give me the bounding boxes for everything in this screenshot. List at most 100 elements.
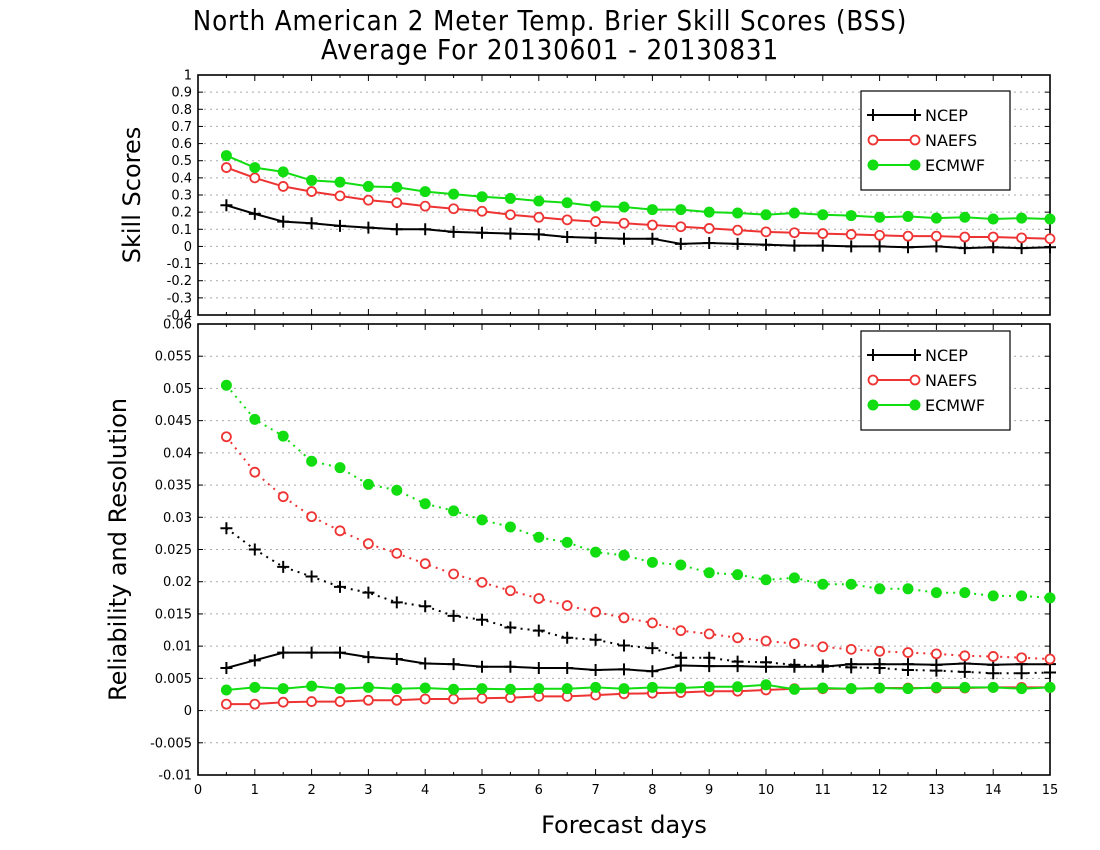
- data-point-ncep-bss: [504, 227, 517, 240]
- legend-marker: [867, 399, 879, 411]
- data-point-ecmwf-bss: [476, 191, 488, 203]
- x-tick-label: 15: [1042, 783, 1059, 798]
- legend-marker: [909, 399, 921, 411]
- data-point-naefs-bss: [419, 200, 431, 212]
- data-point-ncep-reliability: [873, 658, 886, 671]
- data-point-ecmwf-bss: [419, 186, 431, 198]
- data-point-ncep-bss: [561, 231, 574, 243]
- data-point-ecmwf-resolution: [419, 498, 431, 510]
- data-point-naefs-bss: [931, 230, 942, 242]
- data-point-naefs-resolution: [590, 606, 601, 618]
- data-point-ncep-bss: [703, 237, 716, 249]
- data-point-naefs-reliability: [448, 693, 460, 705]
- data-point-ecmwf-resolution: [732, 569, 744, 581]
- data-point-ecmwf-reliability: [504, 683, 516, 695]
- x-tick-label: 13: [928, 783, 945, 798]
- data-point-naefs-bss: [476, 205, 488, 217]
- legend-marker: [867, 134, 879, 146]
- legend-label: NCEP: [925, 106, 968, 125]
- y-axis-title: Reliability and Resolution: [104, 398, 132, 701]
- data-point-naefs-resolution: [703, 628, 715, 640]
- data-point-ecmwf-reliability: [362, 681, 374, 693]
- data-point-ncep-reliability: [618, 663, 630, 676]
- data-point-ncep-resolution: [334, 580, 346, 593]
- data-point-naefs-resolution: [987, 651, 999, 662]
- y-tick-label: 0.6: [171, 137, 192, 152]
- data-point-naefs-resolution: [1044, 653, 1056, 665]
- data-point-ecmwf-reliability: [646, 681, 658, 693]
- data-point-ncep-bss: [334, 219, 346, 232]
- data-point-ncep-resolution: [476, 613, 488, 626]
- data-point-ecmwf-resolution: [845, 578, 857, 590]
- data-point-naefs-resolution: [760, 635, 772, 647]
- x-tick-label: 11: [815, 783, 832, 798]
- data-point-ncep-reliability: [703, 660, 716, 673]
- y-tick-label: 0.045: [155, 414, 192, 429]
- data-point-ecmwf-reliability: [902, 683, 914, 695]
- data-point-ncep-bss: [447, 225, 460, 238]
- data-point-ecmwf-resolution: [220, 379, 232, 391]
- data-point-naefs-bss: [675, 221, 687, 233]
- data-point-ecmwf-reliability: [874, 682, 886, 694]
- data-point-ncep-resolution: [220, 522, 233, 535]
- plot-panel-2: -0.01 -0.005 0 0.005 0.01 0.015 0.02 0.025 0.03 0…: [104, 318, 1058, 840]
- data-point-ncep-reliability: [760, 660, 772, 673]
- data-point-ncep-resolution: [419, 600, 432, 613]
- data-point-ecmwf-bss: [448, 188, 460, 200]
- data-point-naefs-bss: [647, 219, 658, 231]
- data-point-ecmwf-bss: [675, 204, 687, 216]
- data-point-ncep-resolution: [561, 631, 574, 644]
- x-tick-label: 2: [307, 783, 315, 798]
- data-point-naefs-resolution: [732, 632, 743, 644]
- data-point-ecmwf-resolution: [448, 505, 460, 517]
- data-point-naefs-bss: [306, 186, 318, 197]
- x-tick-label: 6: [535, 783, 543, 798]
- data-point-ncep-reliability: [816, 660, 829, 673]
- legend-label: ECMWF: [925, 156, 985, 175]
- data-point-ecmwf-bss: [334, 176, 346, 188]
- x-tick-label: 3: [364, 783, 372, 798]
- data-point-ecmwf-bss: [618, 201, 630, 213]
- data-point-ecmwf-reliability: [306, 680, 318, 692]
- data-point-ecmwf-reliability: [732, 681, 744, 693]
- data-point-naefs-reliability: [419, 693, 431, 705]
- data-point-ncep-resolution: [646, 642, 659, 655]
- data-point-naefs-bss: [1016, 232, 1027, 244]
- data-point-ncep-reliability: [589, 663, 602, 676]
- data-point-ecmwf-resolution: [1044, 592, 1056, 604]
- data-point-naefs-resolution: [533, 593, 545, 604]
- data-point-ecmwf-bss: [817, 209, 829, 221]
- data-point-ncep-resolution: [618, 639, 630, 652]
- data-point-ecmwf-bss: [590, 200, 602, 212]
- data-point-naefs-resolution: [362, 538, 374, 550]
- data-point-naefs-resolution: [845, 643, 857, 655]
- data-point-naefs-resolution: [618, 612, 630, 624]
- data-point-ecmwf-reliability: [703, 681, 715, 693]
- y-tick-label: -0.01: [158, 769, 192, 784]
- legend-marker: [909, 109, 921, 121]
- data-point-naefs-bss: [362, 194, 374, 206]
- y-tick-label: 0.05: [163, 382, 192, 397]
- data-point-naefs-bss: [703, 223, 715, 234]
- data-point-ecmwf-bss: [987, 213, 999, 225]
- data-point-ecmwf-resolution: [306, 455, 318, 467]
- data-point-naefs-reliability: [277, 696, 289, 708]
- series-line-ncep-reliability: [226, 651, 1050, 673]
- x-tick-label: 1: [251, 783, 259, 798]
- data-point-ecmwf-reliability: [959, 681, 971, 693]
- data-point-ecmwf-bss: [788, 207, 800, 219]
- data-point-ecmwf-resolution: [277, 430, 289, 442]
- data-point-ncep-reliability: [532, 662, 545, 675]
- y-tick-label: -0.3: [167, 291, 192, 306]
- data-point-ncep-reliability: [788, 660, 801, 673]
- y-tick-label: 0.1: [171, 223, 192, 238]
- x-tick-label: 4: [421, 783, 429, 798]
- data-point-ncep-reliability: [447, 658, 460, 671]
- y-tick-label: 0: [184, 240, 192, 255]
- data-point-ecmwf-bss: [306, 174, 318, 186]
- data-point-ecmwf-resolution: [959, 587, 971, 599]
- data-point-ncep-bss: [220, 199, 233, 212]
- data-point-naefs-reliability: [476, 692, 488, 704]
- data-point-ecmwf-bss: [533, 195, 545, 207]
